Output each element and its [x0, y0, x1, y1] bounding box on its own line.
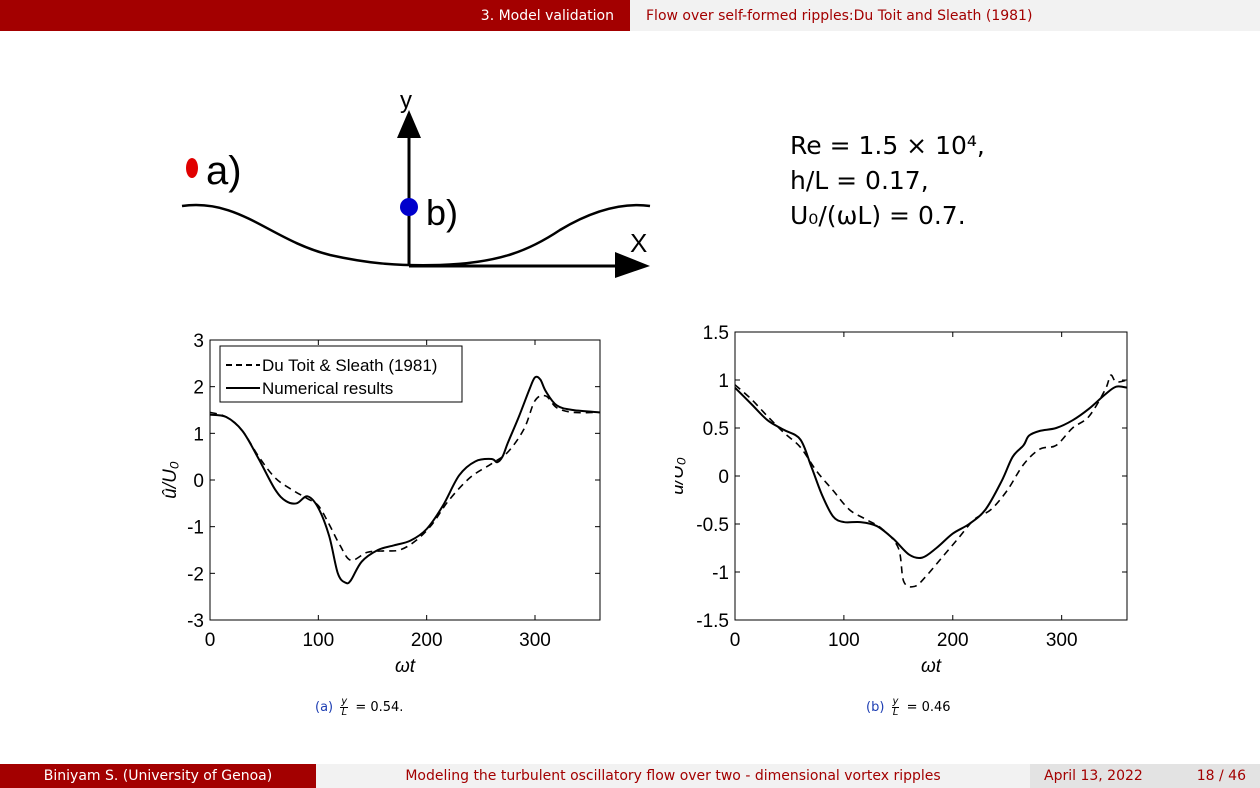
chart-b-xtick-label: 100 [828, 630, 860, 651]
chart-b-frame [734, 331, 1128, 621]
subsection-title[interactable]: Flow over self-formed ripples:Du Toit an… [646, 8, 1033, 24]
chart-a: 0 100 200 300 -3 -2 -1 0 1 2 3 Du Toit & Sleath (1… [160, 331, 601, 677]
caption-a-label: (a) [315, 700, 334, 715]
header-left: 3. Model validation [0, 0, 630, 31]
point-b-label: b) [426, 192, 458, 233]
param-reynolds: Re = 1.5 × 10⁴, [790, 131, 985, 160]
ripple-diagram: y X a) b) [150, 80, 670, 290]
footer-info: April 13, 2022 18 / 46 [1030, 764, 1260, 788]
chart-b-ytick-label: -1 [712, 563, 729, 584]
chart-a-xlabel: ωt [395, 656, 416, 677]
chart-a-ytick-label: -1 [187, 518, 204, 539]
chart-b-xlabel: ωt [921, 656, 942, 677]
chart-b-ytick-label: 1.5 [703, 323, 729, 344]
section-title[interactable]: 3. Model validation [480, 8, 614, 24]
chart-a-xtick-label: 300 [519, 630, 551, 651]
chart-a-legend: Du Toit & Sleath (1981) Numerical result… [219, 345, 463, 403]
chart-a-ytick-label: 2 [193, 378, 204, 399]
footer-title[interactable]: Modeling the turbulent oscillatory flow … [316, 764, 1030, 788]
chart-a-ytick-label: 0 [193, 471, 204, 492]
header-right: Flow over self-formed ripples:Du Toit an… [630, 0, 1260, 31]
x-arrowhead [615, 252, 650, 278]
legend-label-numerical: Numerical results [262, 379, 393, 398]
y-axis-label: y [400, 87, 412, 114]
point-a-label: a) [206, 149, 242, 193]
chart-b-ytick-label: -0.5 [696, 515, 729, 536]
chart-b-ytick-label: 0.5 [703, 419, 729, 440]
caption-b-value: = 0.46 [906, 700, 951, 715]
chart-b: 0 100 200 300 -1.5 -1 -0.5 0 0.5 1 1.5 ωt û/U₀ [675, 323, 1128, 677]
chart-a-xtick-label: 100 [302, 630, 334, 651]
caption-a-value: = 0.54. [355, 700, 404, 715]
param-height-ratio: h/L = 0.17, [790, 166, 929, 195]
chart-b-ytick-label: 1 [718, 371, 729, 392]
chart-a-ytick-label: 1 [193, 424, 204, 445]
point-a-marker [186, 158, 198, 178]
chart-a-series-experimental [209, 394, 601, 562]
chart-b-ylabel: û/U₀ [675, 457, 688, 495]
ripple-profile [181, 203, 651, 267]
y-arrowhead [397, 110, 421, 138]
chart-a-ytick-label: -3 [187, 611, 204, 632]
chart-a-ytick-label: -2 [187, 564, 204, 585]
chart-b-xtick-label: 300 [1046, 630, 1078, 651]
param-velocity-ratio: U₀/(ωL) = 0.7. [790, 201, 966, 230]
parameter-block: Re = 1.5 × 10⁴, h/L = 0.17, U₀/(ωL) = 0.… [790, 128, 985, 233]
caption-b-label: (b) [866, 700, 885, 715]
chart-a-ylabel: û/U₀ [160, 461, 181, 499]
footer-author[interactable]: Biniyam S. (University of Genoa) [0, 764, 316, 788]
chart-b-ytick-label: -1.5 [696, 611, 729, 632]
chart-b-series-numerical [734, 385, 1128, 560]
footer-page-number[interactable]: 18 / 46 [1196, 768, 1246, 784]
footer-date: April 13, 2022 [1044, 768, 1143, 784]
header-bar: 3. Model validation Flow over self-forme… [0, 0, 1260, 31]
footer-bar: Biniyam S. (University of Genoa) Modelin… [0, 764, 1260, 788]
chart-b-xtick-label: 0 [730, 630, 741, 651]
legend-label-experiment: Du Toit & Sleath (1981) [262, 356, 437, 375]
x-axis-label: X [630, 228, 647, 258]
chart-a-series-numerical [209, 375, 601, 585]
chart-a-xtick-label: 200 [411, 630, 443, 651]
chart-a-xtick-label: 0 [205, 630, 216, 651]
chart-b-series-experimental [734, 374, 1128, 588]
chart-b-ytick-label: 0 [718, 467, 729, 488]
point-b-marker [400, 198, 418, 216]
legend-box [219, 345, 463, 403]
chart-a-ytick-label: 3 [193, 331, 204, 352]
chart-b-xtick-label: 200 [937, 630, 969, 651]
